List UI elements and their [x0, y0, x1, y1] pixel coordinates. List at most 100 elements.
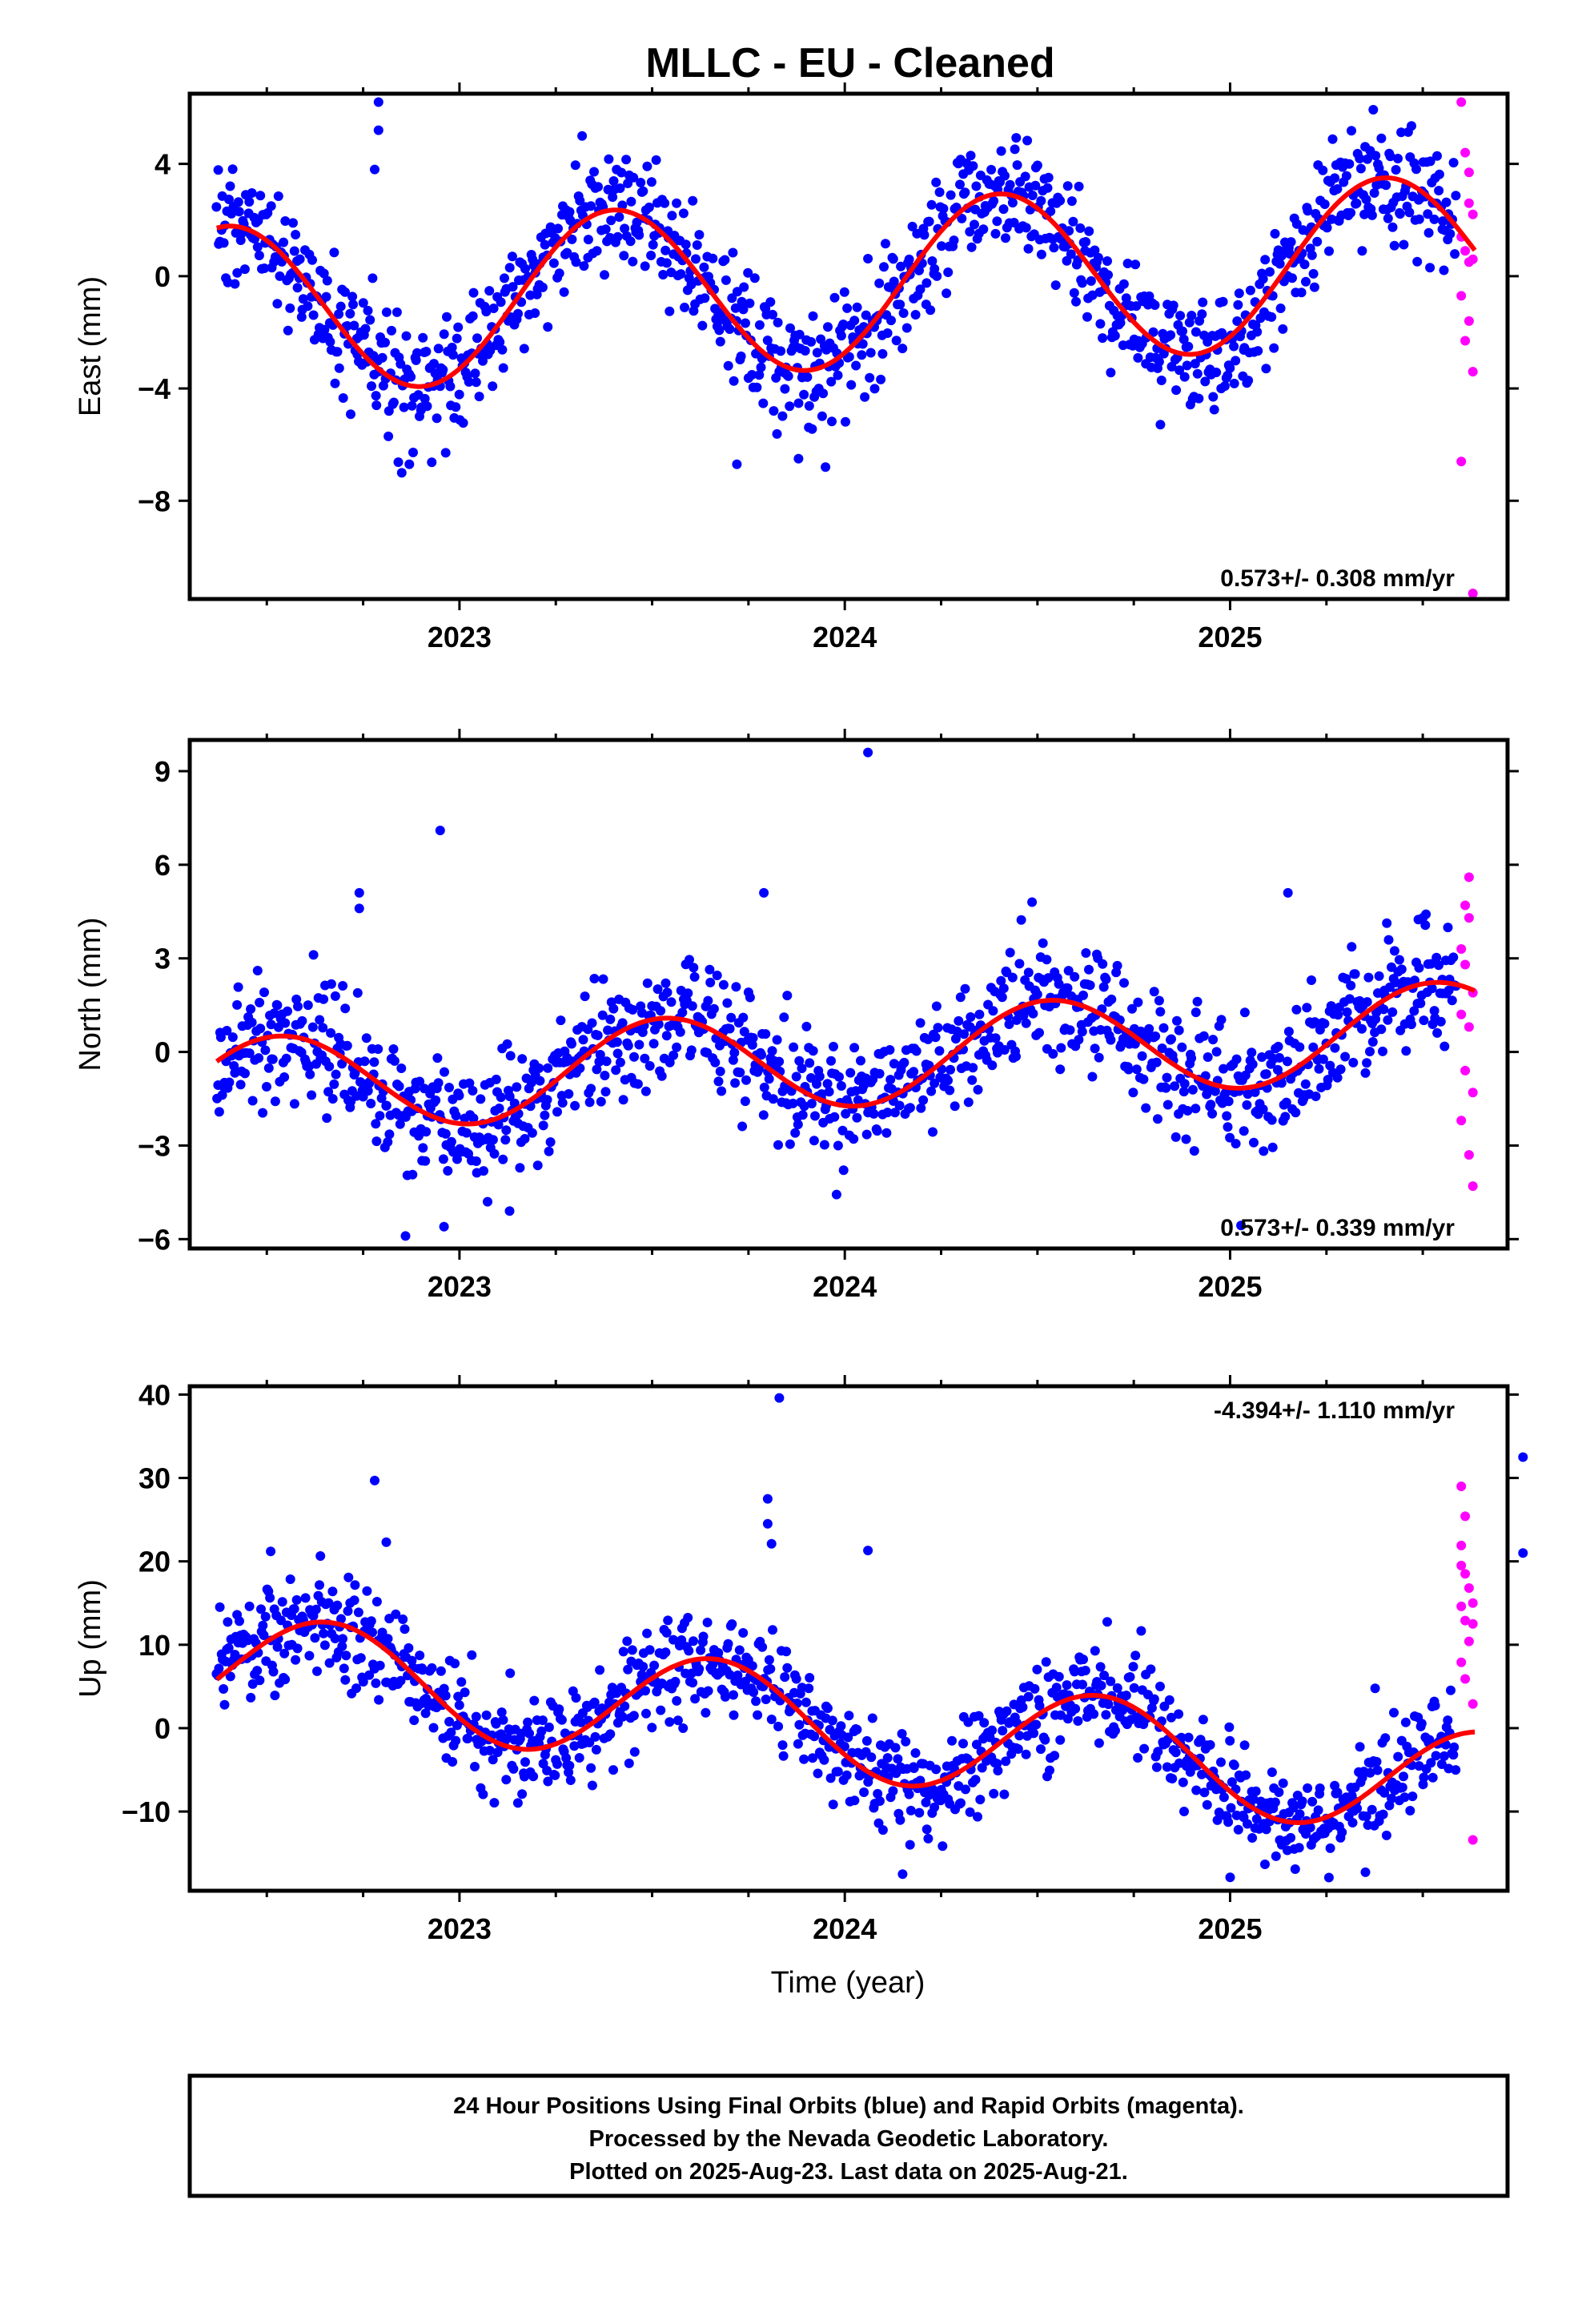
- up-final-orbit-point: [587, 1780, 597, 1791]
- north-final-orbit-point: [323, 1087, 334, 1097]
- north-final-orbit-point: [1432, 1027, 1443, 1038]
- east-final-orbit-point: [452, 333, 462, 344]
- east-final-orbit-point: [513, 308, 523, 319]
- up-final-orbit-point: [1055, 1735, 1066, 1745]
- east-final-orbit-point: [358, 298, 368, 308]
- east-final-orbit-point: [1324, 246, 1334, 256]
- east-final-orbit-point: [1150, 300, 1160, 310]
- east-final-orbit-point: [1286, 237, 1296, 247]
- north-final-orbit-point: [831, 1189, 841, 1200]
- north-final-orbit-point: [520, 1134, 530, 1144]
- up-final-orbit-point: [669, 1634, 678, 1645]
- east-final-orbit-point: [330, 378, 340, 388]
- east-final-orbit-point: [672, 198, 682, 208]
- north-final-orbit-point: [504, 1206, 515, 1216]
- east-final-orbit-point: [1208, 392, 1219, 402]
- east-final-orbit-point: [1066, 196, 1077, 207]
- north-final-orbit-point: [1443, 923, 1453, 933]
- east-final-orbit-point: [1182, 360, 1192, 371]
- east-final-orbit-point: [1225, 363, 1235, 373]
- up-final-orbit-point: [1241, 1770, 1251, 1780]
- east-final-orbit-point: [737, 296, 747, 307]
- up-final-orbit-point: [1155, 1681, 1165, 1691]
- east-final-orbit-point: [1171, 385, 1182, 396]
- east-final-orbit-point: [577, 131, 588, 141]
- east-final-orbit-point: [1005, 179, 1015, 190]
- north-final-orbit-point: [326, 979, 336, 989]
- north-final-orbit-point: [1365, 1047, 1375, 1057]
- north-rapid-orbit-point: [1468, 1088, 1478, 1098]
- east-final-orbit-point: [1175, 311, 1186, 321]
- east-final-orbit-point: [651, 155, 661, 165]
- up-final-orbit-point: [670, 1676, 681, 1687]
- east-axis-ticks: [179, 82, 1519, 610]
- east-final-orbit-point: [648, 239, 658, 250]
- north-y-tick-label: 3: [155, 943, 171, 975]
- up-final-orbit-point: [1399, 1771, 1408, 1782]
- up-final-orbit-point: [1449, 1742, 1460, 1752]
- east-final-orbit-point: [968, 161, 978, 171]
- east-final-orbit-point: [907, 221, 917, 231]
- east-final-orbit-point: [600, 270, 609, 280]
- up-final-orbit-point: [543, 1776, 553, 1787]
- east-final-orbit-point: [1369, 188, 1379, 198]
- east-final-orbit-point: [283, 325, 293, 336]
- up-final-orbit-point: [1198, 1715, 1208, 1725]
- north-final-orbit-point: [768, 1094, 778, 1104]
- east-final-orbit-point: [1332, 184, 1343, 194]
- up-final-orbit-point: [467, 1650, 477, 1660]
- up-final-orbit-point: [727, 1619, 737, 1629]
- north-final-orbit-point: [1098, 959, 1108, 969]
- up-final-orbit-point: [1174, 1709, 1184, 1719]
- north-final-orbit-point: [644, 1061, 655, 1071]
- up-final-orbit-point: [638, 1662, 648, 1672]
- up-final-orbit-point: [999, 1789, 1010, 1799]
- north-final-orbit-point: [918, 1095, 929, 1105]
- up-final-orbit-point: [1303, 1783, 1313, 1793]
- up-final-orbit-point: [773, 1721, 784, 1731]
- east-final-orbit-point: [749, 273, 760, 283]
- east-final-orbit-point: [1299, 259, 1310, 270]
- east-final-orbit-point: [1347, 126, 1356, 136]
- north-final-orbit-point: [797, 1110, 808, 1120]
- up-final-orbit-point: [1146, 1703, 1157, 1713]
- east-final-orbit-point: [307, 255, 317, 265]
- east-final-orbit-point: [741, 318, 750, 328]
- east-final-orbit-point: [1001, 233, 1010, 243]
- east-final-orbit-point: [1269, 343, 1279, 353]
- north-final-orbit-point: [603, 1025, 613, 1035]
- north-final-orbit-point: [788, 1098, 798, 1108]
- east-final-orbit-point: [640, 261, 650, 271]
- east-rapid-orbit-point: [1468, 367, 1478, 377]
- north-final-orbit-point: [1243, 1089, 1253, 1100]
- east-final-orbit-point: [273, 191, 283, 201]
- north-final-orbit-point: [853, 1095, 863, 1105]
- up-final-orbit-point: [1029, 1728, 1039, 1739]
- north-final-orbit-point: [661, 978, 671, 988]
- east-final-orbit-point: [1396, 127, 1407, 138]
- north-final-orbit-point: [1447, 995, 1457, 1006]
- north-final-orbit-point: [634, 1039, 644, 1050]
- north-final-orbit-point: [538, 1120, 548, 1131]
- up-final-orbit-point: [1367, 1804, 1377, 1815]
- north-final-orbit-point: [1090, 1043, 1100, 1054]
- north-final-orbit-point: [822, 1079, 833, 1089]
- up-final-orbit-point: [819, 1755, 829, 1765]
- north-final-orbit-point: [703, 995, 713, 1006]
- up-final-orbit-point: [1001, 1756, 1011, 1767]
- east-final-orbit-point: [1423, 227, 1434, 238]
- up-final-orbit-point: [882, 1753, 893, 1763]
- east-final-orbit-point: [661, 258, 672, 268]
- up-final-orbit-point: [813, 1768, 823, 1779]
- north-final-orbit-point: [1065, 1025, 1075, 1035]
- north-final-orbit-point: [483, 1196, 492, 1207]
- east-final-orbit-point: [804, 400, 814, 411]
- up-final-orbit-point: [1223, 1817, 1234, 1827]
- north-final-orbit-point: [974, 1009, 985, 1019]
- east-final-orbit-point: [411, 355, 421, 365]
- east-final-orbit-point: [772, 428, 782, 439]
- east-final-orbit-point: [1064, 226, 1074, 236]
- east-final-orbit-point: [1296, 287, 1307, 298]
- east-final-orbit-point: [481, 307, 492, 317]
